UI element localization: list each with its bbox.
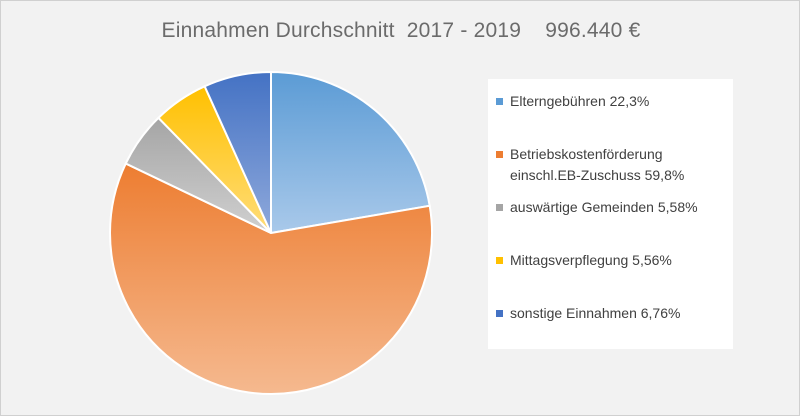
legend-swatch xyxy=(496,151,503,158)
chart-title: Einnahmen Durchschnitt 2017 - 2019 996.4… xyxy=(161,19,641,42)
pie-chart xyxy=(109,70,433,395)
pie-slice-sonstige-einnahmen xyxy=(203,70,272,234)
legend-label: Mittagsverpflegung 5,56% xyxy=(510,252,672,268)
legend-label: auswärtige Gemeinden 5,58% xyxy=(510,199,698,215)
legend-label: Elterngebühren 22,3% xyxy=(510,93,650,109)
legend-swatch xyxy=(496,310,503,317)
pie-slice-elterngebuehren xyxy=(270,70,431,235)
legend-swatch xyxy=(496,257,503,264)
legend: Elterngebühren 22,3% Betriebskostenförde… xyxy=(488,79,733,349)
legend-label: Betriebskostenförderung einschl.EB-Zusch… xyxy=(510,146,685,183)
legend-label: sonstige Einnahmen 6,76% xyxy=(510,305,681,321)
legend-swatch xyxy=(496,204,503,211)
pie-slice-betriebskostenfoerderung xyxy=(109,162,433,395)
legend-swatch xyxy=(496,98,503,105)
